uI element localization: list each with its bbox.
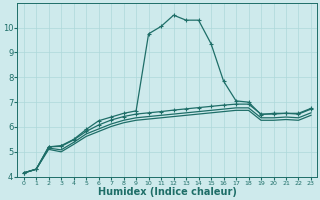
X-axis label: Humidex (Indice chaleur): Humidex (Indice chaleur) bbox=[98, 187, 237, 197]
